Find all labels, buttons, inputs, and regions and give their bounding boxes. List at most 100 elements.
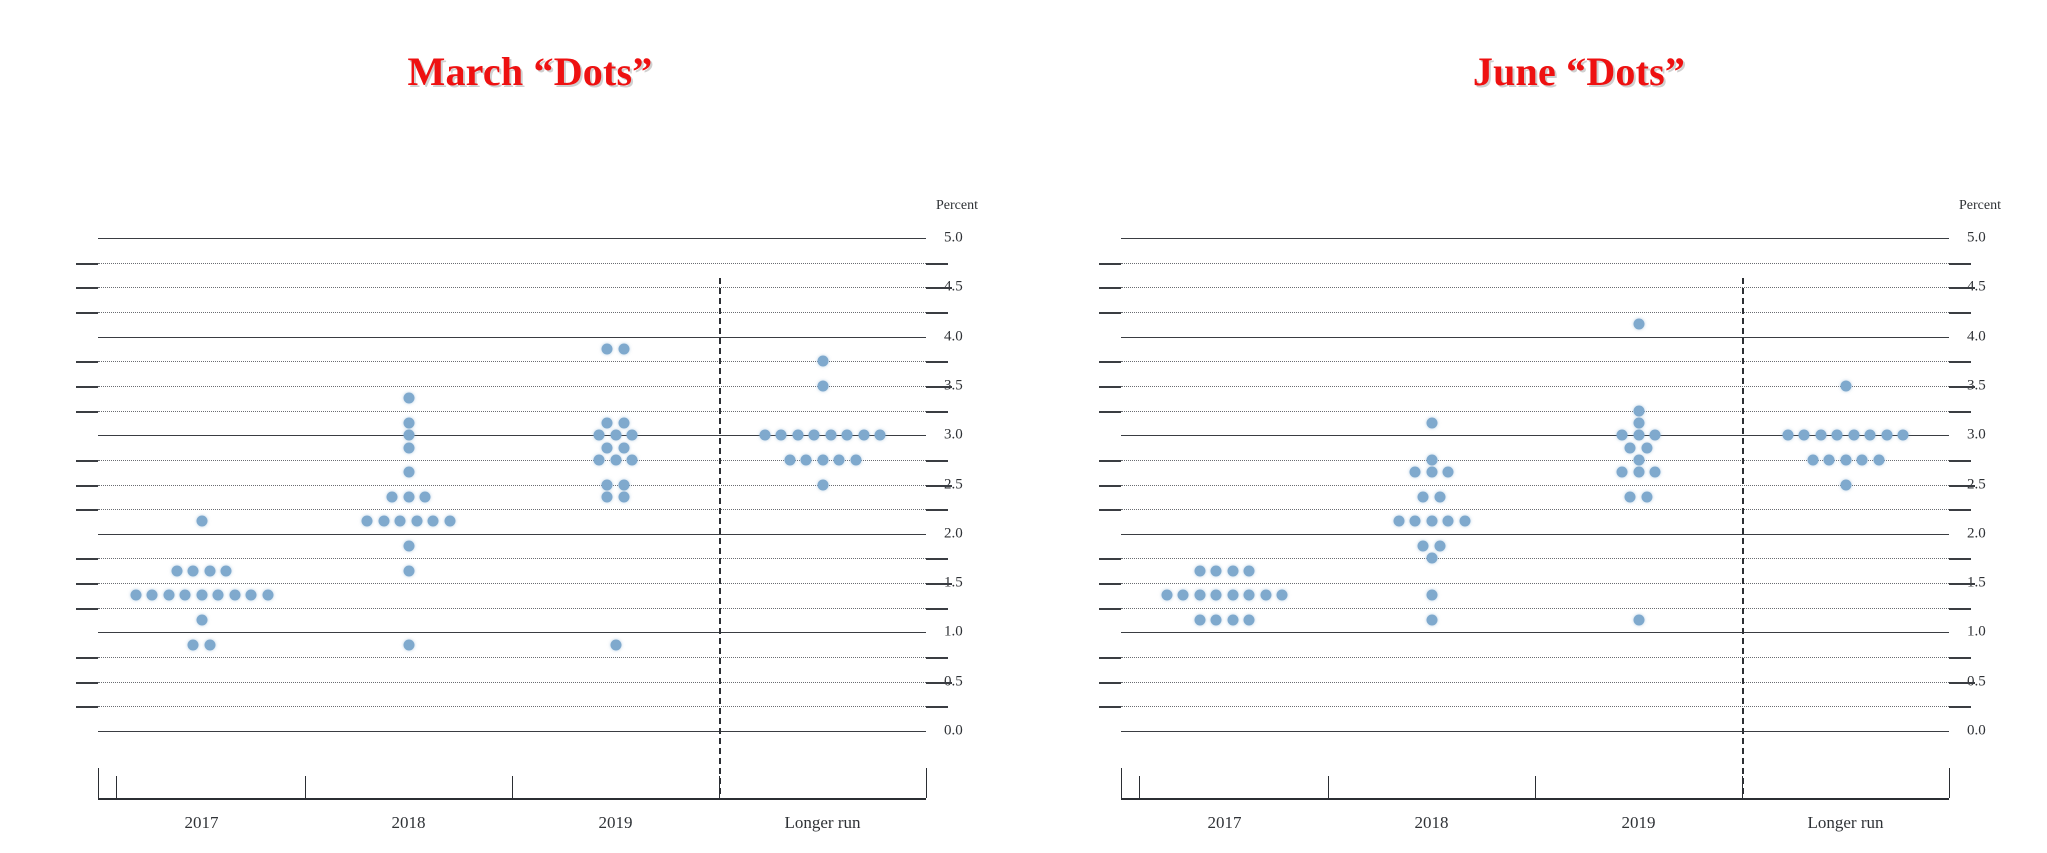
axis-tick-stub bbox=[76, 311, 98, 314]
data-dot bbox=[817, 479, 828, 490]
gridline-minor bbox=[98, 607, 926, 609]
longer-run-divider bbox=[1742, 278, 1744, 794]
data-dot bbox=[1243, 565, 1255, 577]
data-dot bbox=[1831, 429, 1843, 441]
gridline-major bbox=[1121, 533, 1949, 535]
data-dot bbox=[618, 417, 630, 429]
y-axis-tick-label: 2.5 bbox=[944, 476, 963, 492]
data-dot bbox=[817, 380, 828, 392]
gridline-minor bbox=[1121, 385, 1949, 387]
y-axis-tick-label: 2.0 bbox=[944, 525, 963, 542]
data-dot bbox=[1426, 614, 1437, 626]
data-dot bbox=[403, 639, 414, 651]
data-dot bbox=[1633, 318, 1644, 330]
data-dot bbox=[858, 429, 870, 441]
plot-area-june: 0.0 0.5 1.0 1.5 2.0 2.5 3.0 3.5 4.0 4.5 5.0 2017 201… bbox=[1099, 230, 1986, 832]
gridline-minor bbox=[98, 706, 926, 708]
axis-tick-stub bbox=[76, 262, 98, 265]
axis-tick-stub bbox=[926, 607, 948, 610]
data-dot bbox=[1641, 491, 1653, 503]
data-dot bbox=[403, 540, 414, 552]
x-axis-line bbox=[1121, 798, 1949, 800]
data-dot bbox=[1633, 614, 1644, 626]
data-dot bbox=[196, 515, 207, 527]
axis-tick-stub bbox=[76, 459, 98, 462]
axis-tick-stub bbox=[76, 509, 98, 512]
data-dot bbox=[1227, 614, 1239, 626]
data-dot bbox=[403, 442, 414, 454]
x-axis-tick bbox=[1535, 776, 1536, 798]
axis-tick-stub bbox=[1099, 706, 1121, 709]
data-dot bbox=[386, 491, 398, 503]
axis-tick-stub bbox=[1949, 361, 1971, 364]
data-dot bbox=[212, 589, 224, 601]
axis-tick-stub bbox=[926, 583, 952, 586]
axis-tick-stub bbox=[926, 509, 948, 512]
axis-tick-stub bbox=[1949, 459, 1971, 462]
gridline-major bbox=[98, 435, 926, 437]
data-dot bbox=[1641, 442, 1653, 454]
data-dot bbox=[187, 565, 199, 577]
data-dot bbox=[601, 479, 613, 490]
y-axis-tick-label: 3.5 bbox=[944, 377, 963, 394]
data-dot bbox=[808, 429, 820, 441]
data-dot bbox=[229, 589, 240, 601]
axis-tick-stub bbox=[1949, 385, 1975, 388]
data-dot bbox=[1426, 454, 1437, 466]
data-dot bbox=[1426, 515, 1437, 527]
data-dot bbox=[1897, 429, 1909, 441]
x-axis-tick bbox=[1328, 776, 1329, 798]
data-dot bbox=[792, 429, 804, 441]
axis-tick-stub bbox=[926, 262, 948, 265]
gridline-major bbox=[1121, 238, 1949, 239]
panel-march: March “Dots” Percent 0.0 0.5 1.0 1.5 2.0 2.5 3… bbox=[76, 49, 978, 832]
panel-june: June “Dots” Percent 0.0 0.5 1.0 1.5 2.0 2.5 3.… bbox=[1023, 0, 2047, 853]
data-dot bbox=[204, 639, 216, 651]
data-dot bbox=[1815, 429, 1827, 441]
axis-tick-stub bbox=[76, 385, 98, 388]
data-dot bbox=[411, 515, 423, 527]
data-dot bbox=[146, 589, 158, 601]
gridline-major bbox=[1121, 632, 1949, 634]
y-axis-tick-label: 1.5 bbox=[944, 574, 963, 591]
data-dot bbox=[1856, 454, 1868, 466]
gridline-minor bbox=[98, 657, 926, 659]
gridline-minor bbox=[98, 681, 926, 683]
data-dot bbox=[163, 589, 174, 601]
x-axis-tick bbox=[926, 768, 927, 798]
axis-tick-stub bbox=[1949, 287, 1975, 290]
y-axis-tick-label: 3.5 bbox=[1967, 377, 1986, 394]
axis-tick-stub bbox=[1949, 657, 1971, 660]
axis-tick-stub bbox=[76, 361, 98, 364]
dot-plot-march: Percent 0.0 0.5 1.0 1.5 2.0 2.5 3.0 3.5 4.0 4.5 5.… bbox=[76, 190, 978, 832]
axis-tick-stub bbox=[926, 410, 948, 413]
data-dot bbox=[403, 466, 414, 478]
data-dot bbox=[618, 343, 630, 355]
data-dot bbox=[1633, 454, 1644, 466]
axis-tick-stub bbox=[1099, 558, 1121, 561]
data-dot bbox=[610, 454, 621, 466]
y-axis-tick-label: 0.0 bbox=[944, 722, 963, 739]
gridline-major bbox=[98, 533, 926, 535]
data-dot bbox=[1434, 491, 1446, 503]
gridline-minor bbox=[98, 583, 926, 585]
data-dot bbox=[1177, 589, 1189, 601]
axis-tick-stub bbox=[76, 583, 98, 586]
data-dot bbox=[262, 589, 273, 601]
x-axis-line bbox=[98, 798, 926, 800]
y-axis-tick-label: 5.0 bbox=[1967, 229, 1986, 246]
axis-tick-stub bbox=[1099, 484, 1121, 487]
data-dot bbox=[245, 589, 257, 601]
data-dot bbox=[1848, 429, 1860, 441]
gridline-major bbox=[1121, 336, 1949, 338]
unit-label-june: Percent bbox=[1959, 198, 2001, 213]
gridline-minor bbox=[1121, 607, 1949, 609]
data-dot bbox=[1823, 454, 1835, 466]
data-dot bbox=[1260, 589, 1272, 601]
data-dot bbox=[220, 565, 232, 577]
data-dot bbox=[1417, 540, 1429, 552]
data-dot bbox=[427, 515, 439, 527]
gridline-major bbox=[98, 632, 926, 634]
data-dot bbox=[361, 515, 373, 527]
data-dot bbox=[850, 454, 861, 466]
